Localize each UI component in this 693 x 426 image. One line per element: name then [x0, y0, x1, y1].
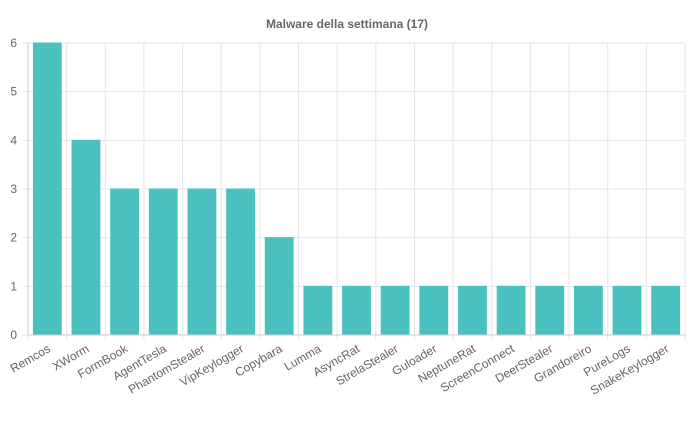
bar-purelogs[interactable] — [612, 285, 642, 336]
bar-formbook[interactable] — [110, 188, 140, 336]
x-axis: RemcosXWormFormBookAgentTeslaPhantomStea… — [8, 334, 685, 398]
bar-deerstealer[interactable] — [535, 285, 565, 336]
bar-screenconnect[interactable] — [496, 285, 526, 336]
y-tick-label: 3 — [10, 182, 17, 196]
grid-lines — [23, 42, 686, 340]
bar-copybara[interactable] — [264, 237, 294, 336]
bar-asyncrat[interactable] — [342, 285, 371, 336]
bar-neptunerat[interactable] — [458, 285, 487, 336]
x-tick-label: Remcos — [8, 341, 53, 375]
bar-snakekeylogger[interactable] — [651, 285, 681, 336]
bar-grandoreiro[interactable] — [573, 285, 603, 336]
bar-strelastealer[interactable] — [380, 285, 410, 336]
y-tick-label: 6 — [10, 36, 17, 50]
bars — [32, 42, 681, 336]
y-tick-label: 0 — [10, 328, 17, 342]
bar-vipkeylogger[interactable] — [226, 188, 255, 336]
bar-phantomstealer[interactable] — [187, 188, 217, 336]
y-axis: 0 1 2 3 4 5 6 — [10, 36, 29, 342]
chart-title: Malware della settimana (17) — [266, 17, 428, 31]
bar-lumma[interactable] — [303, 285, 333, 336]
bar-xworm[interactable] — [71, 139, 101, 336]
y-tick-label: 2 — [10, 231, 17, 245]
bar-guloader[interactable] — [419, 285, 449, 336]
bar-agenttesla[interactable] — [148, 188, 178, 336]
y-tick-label: 4 — [10, 133, 17, 147]
y-tick-label: 1 — [10, 279, 17, 293]
bar-remcos[interactable] — [32, 42, 62, 336]
y-tick-label: 5 — [10, 85, 17, 99]
